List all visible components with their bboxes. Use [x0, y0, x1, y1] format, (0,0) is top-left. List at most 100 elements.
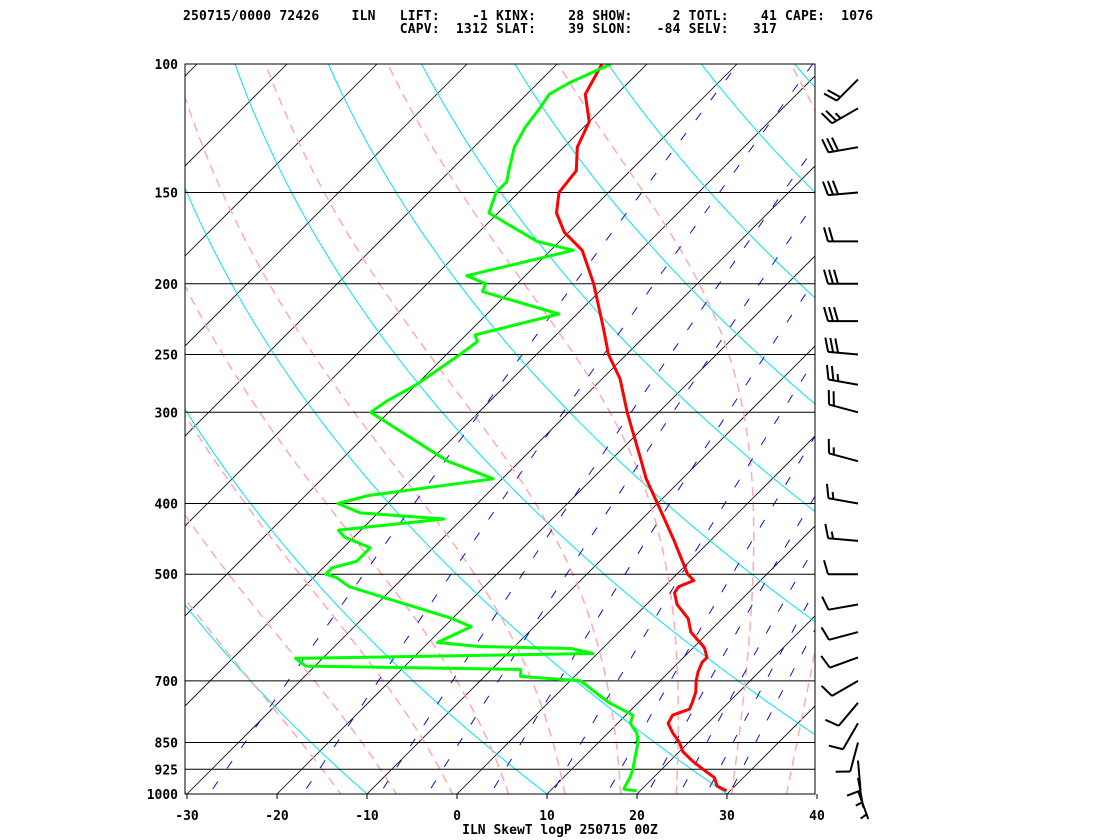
- mixing-ratio-line: [646, 495, 815, 794]
- pressure-tick-label: 300: [155, 406, 179, 421]
- barb-staff: [837, 702, 859, 727]
- temp-tick-label: 40: [809, 809, 825, 824]
- wind-barb: [820, 626, 859, 641]
- wind-barb: [835, 742, 859, 773]
- mixing-ratio-line: [728, 628, 815, 794]
- isotherm-line: [185, 75, 815, 707]
- barb-feather: [826, 180, 835, 196]
- barb-feather: [820, 655, 831, 669]
- pressure-tick-label: 850: [155, 736, 179, 751]
- barb-staff: [849, 742, 859, 772]
- barb-feather: [828, 744, 844, 751]
- barb-feather: [823, 227, 829, 242]
- temp-tick-label: 0: [453, 809, 461, 824]
- moist-adiabat: [785, 64, 815, 794]
- wind-barb: [821, 180, 859, 197]
- plot-frame: [184, 63, 816, 795]
- barb-feather: [823, 269, 829, 285]
- barb-staff: [842, 722, 859, 750]
- wind-barb: [823, 227, 858, 243]
- temp-tick-label: -20: [265, 809, 289, 824]
- barb-feather: [831, 137, 840, 152]
- moist-adiabat: [264, 64, 622, 794]
- wind-barb: [825, 364, 859, 386]
- dry-adiabat: [185, 186, 728, 794]
- barb-feather: [829, 337, 835, 353]
- barb-feather: [820, 685, 833, 697]
- temp-tick-label: 20: [629, 809, 645, 824]
- dry-adiabat: [420, 64, 815, 513]
- wind-barb: [827, 389, 859, 414]
- isotherm-line: [0, 31, 50, 825]
- barb-feather: [823, 559, 829, 575]
- pressure-tick-label: 100: [155, 58, 179, 73]
- barb-staff: [857, 777, 865, 808]
- barb-half-feather: [860, 813, 868, 820]
- isotherm-line: [726, 705, 815, 794]
- barb-feather: [825, 364, 830, 380]
- barb-feather: [823, 92, 838, 102]
- isotherm-line: [185, 64, 558, 437]
- barb-feather: [833, 269, 839, 285]
- barb-feather: [825, 483, 830, 499]
- wind-barb: [820, 680, 859, 697]
- isotherm-line: [366, 345, 815, 794]
- moist-adiabat: [185, 284, 510, 794]
- isotherm-line: [185, 64, 738, 617]
- isotherm-line: [0, 31, 140, 825]
- barb-half-feather: [836, 373, 840, 382]
- pressure-tick-label: 400: [155, 498, 179, 513]
- header-line-2: CAPV: 1312 SLAT: 39 SLON: -84 SELV: 317: [183, 22, 777, 37]
- header-line-1: 250715/0000 72426 ILN LIFT: -1 KINX: 28 …: [183, 9, 874, 24]
- barb-feather: [820, 626, 830, 641]
- wind-barb: [823, 306, 858, 323]
- isotherm-line: [546, 525, 815, 794]
- wind-barbs: [820, 78, 870, 820]
- isotherm-line: [186, 165, 815, 794]
- mixing-ratio-line: [705, 589, 815, 794]
- wind-barb: [820, 107, 859, 125]
- barb-feather: [821, 181, 830, 196]
- barb-half-feather: [831, 491, 835, 500]
- barb-half-feather: [830, 531, 835, 539]
- temp-tick-label: -30: [175, 809, 199, 824]
- dry-adiabat: [185, 408, 548, 794]
- isotherm-line: [877, 31, 1120, 825]
- barb-staff: [828, 631, 859, 641]
- mixing-ratio-line: [208, 64, 739, 794]
- isotherm-line: [185, 64, 378, 257]
- barb-feather: [828, 306, 834, 322]
- isotherm-line: [185, 64, 648, 527]
- barb-feather: [827, 89, 841, 99]
- dry-adiabat: [185, 791, 188, 794]
- chart-title: ILN SkewT logP 250715 00Z: [462, 823, 658, 838]
- barb-feather: [828, 227, 834, 242]
- barb-feather: [828, 269, 834, 285]
- wind-barb: [825, 483, 859, 505]
- moist-adiabat: [185, 94, 566, 794]
- dry-adiabat: [700, 64, 815, 194]
- barb-feather: [831, 180, 840, 195]
- pressure-tick-label: 700: [155, 675, 179, 690]
- barb-half-feather: [834, 112, 842, 120]
- barb-feather: [833, 306, 839, 322]
- dry-adiabat: [607, 64, 815, 299]
- barb-half-feather: [855, 801, 863, 807]
- barb-feather: [823, 306, 829, 322]
- dry-adiabat: [185, 604, 368, 794]
- barb-feather: [820, 112, 833, 125]
- mixing-ratio-line: [678, 545, 815, 794]
- pressure-tick-label: 925: [155, 763, 178, 778]
- wind-barb: [823, 559, 858, 576]
- barb-feather: [825, 718, 840, 727]
- wind-barb: [823, 78, 859, 102]
- wind-barb: [824, 523, 859, 542]
- temp-tick-label: 30: [719, 809, 735, 824]
- isotherm-line: [967, 31, 1120, 825]
- pressure-tick-label: 500: [155, 568, 179, 583]
- dry-adiabat: [234, 64, 815, 736]
- isotherm-line: [456, 435, 815, 794]
- moist-adiabat: [557, 64, 755, 794]
- isotherm-line: [185, 64, 198, 77]
